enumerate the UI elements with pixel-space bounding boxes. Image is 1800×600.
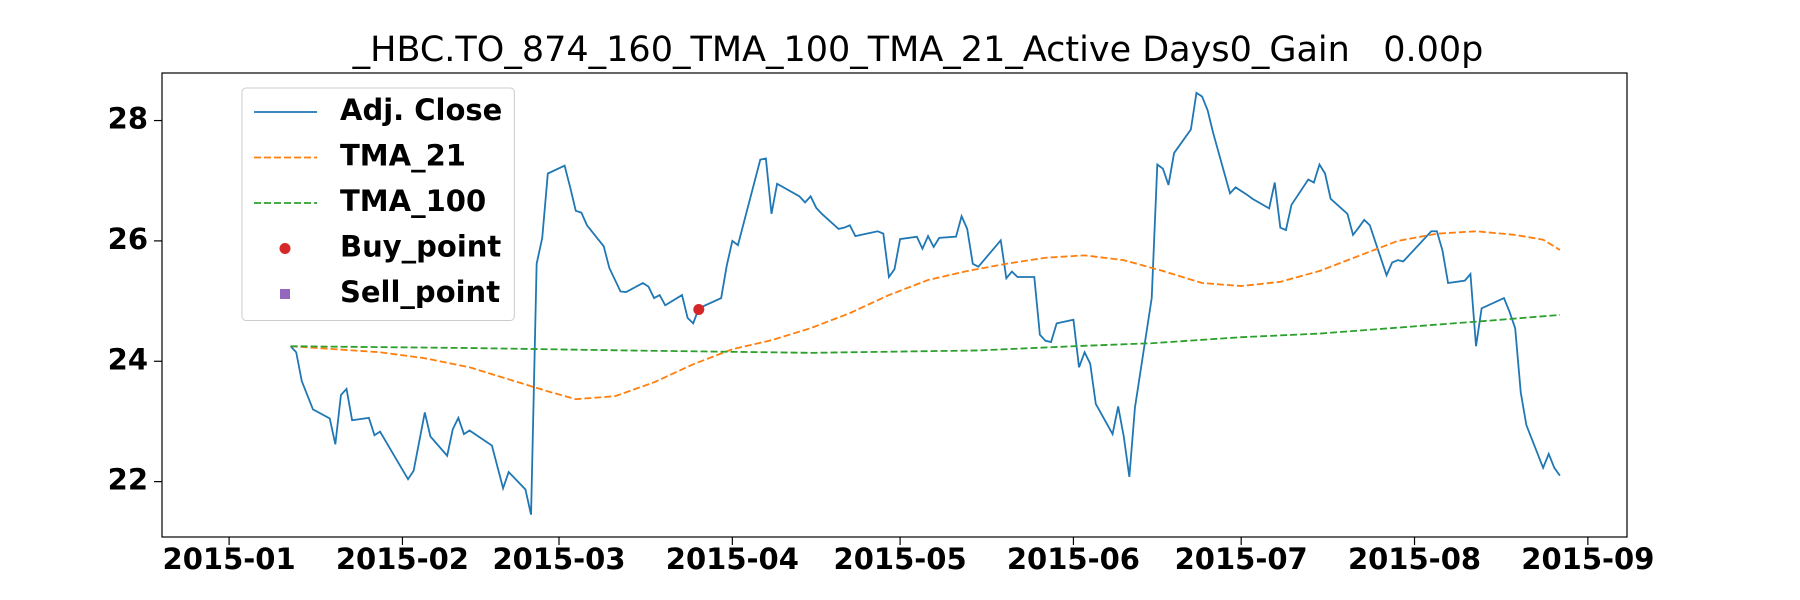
x-tick-label: 2015-02 <box>336 542 469 576</box>
legend-box <box>241 87 515 321</box>
x-tick-label: 2015-01 <box>163 542 296 576</box>
chart-title: _HBC.TO_874_160_TMA_100_TMA_21_Active Da… <box>352 30 1484 70</box>
x-tick-label: 2015-09 <box>1521 542 1654 576</box>
y-tick-label: 22 <box>108 463 148 497</box>
series-line <box>290 230 1561 401</box>
legend-label: Adj. Close <box>340 93 502 127</box>
point <box>693 304 705 316</box>
plot-area <box>289 91 1561 515</box>
legend: Adj. Close TMA_21 TMA_100 Buy_point Sell_poi… <box>241 87 515 321</box>
legend-label: Sell_point <box>340 275 500 309</box>
y-tick-label: 24 <box>108 342 148 376</box>
x-tick-label: 2015-05 <box>834 542 967 576</box>
legend-marker <box>279 243 291 254</box>
legend-marker <box>280 289 290 299</box>
x-tick-label: 2015-03 <box>492 542 625 576</box>
plot-frame <box>161 72 1628 538</box>
x-tick-label: 2015-08 <box>1348 542 1481 576</box>
x-tick-label: 2015-04 <box>666 542 799 576</box>
legend-label: TMA_100 <box>340 184 486 218</box>
y-tick-label: 28 <box>108 102 148 136</box>
x-tick-label: 2015-06 <box>1007 542 1140 576</box>
legend-label: TMA_21 <box>340 139 466 173</box>
x-tick-label: 2015-07 <box>1175 542 1308 576</box>
series-line <box>290 314 1560 354</box>
y-tick-label: 26 <box>108 222 148 256</box>
series-line <box>289 91 1561 515</box>
legend-label: Buy_point <box>340 230 501 264</box>
